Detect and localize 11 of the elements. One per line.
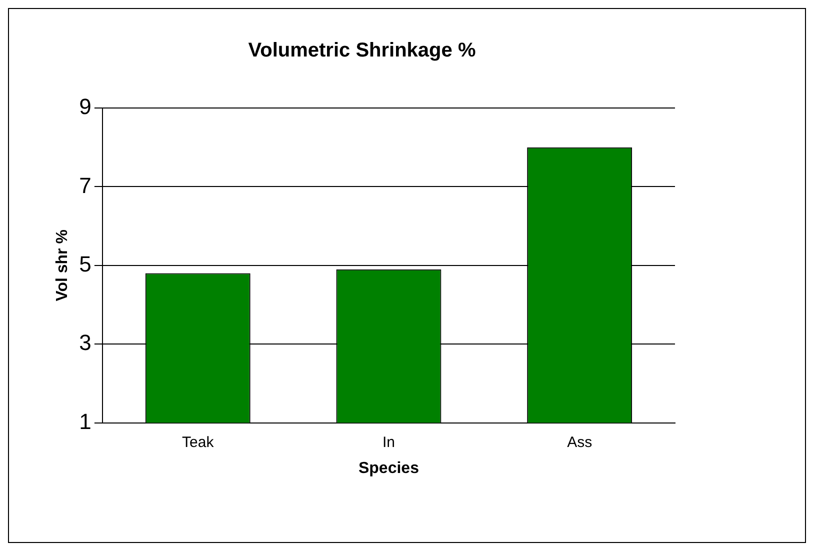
y-axis-title: Vol shr % (54, 230, 72, 302)
x-tick-label: Ass (567, 434, 592, 451)
x-tick-label: Teak (182, 434, 214, 451)
y-tick-label: 3 (79, 330, 92, 356)
x-tick-label: In (382, 434, 395, 451)
y-tick-label: 5 (79, 251, 92, 276)
x-axis-title: Species (358, 460, 420, 477)
y-tick-label: 1 (79, 408, 92, 434)
y-tick-label: 9 (79, 94, 92, 120)
chart-title: Volumetric Shrinkage % (248, 40, 476, 62)
y-tick-label: 7 (79, 172, 92, 198)
